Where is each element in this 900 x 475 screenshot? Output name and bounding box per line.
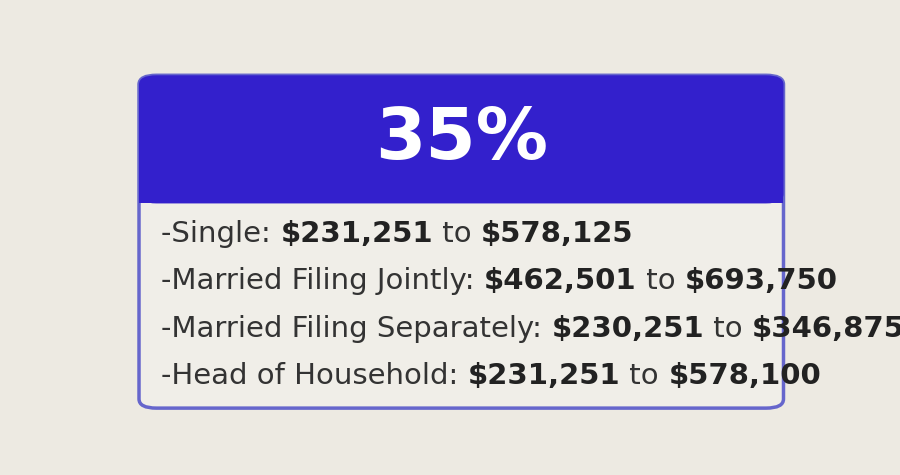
Text: -Single:: -Single: (161, 219, 280, 247)
Text: 35%: 35% (374, 105, 548, 174)
Text: to: to (704, 314, 752, 342)
Bar (139, 165, 784, 203)
FancyBboxPatch shape (139, 76, 784, 408)
Text: $231,251: $231,251 (468, 362, 620, 390)
Text: to: to (620, 362, 669, 390)
Text: $693,750: $693,750 (685, 267, 838, 295)
Text: $578,125: $578,125 (481, 219, 634, 247)
FancyBboxPatch shape (139, 76, 784, 203)
Text: -Married Filing Jointly:: -Married Filing Jointly: (161, 267, 484, 295)
Text: $462,501: $462,501 (484, 267, 636, 295)
Text: $230,251: $230,251 (552, 314, 704, 342)
Text: $231,251: $231,251 (280, 219, 433, 247)
Text: to: to (433, 219, 481, 247)
Text: $578,100: $578,100 (669, 362, 821, 390)
Text: -Head of Household:: -Head of Household: (161, 362, 468, 390)
Text: $346,875: $346,875 (752, 314, 900, 342)
Text: to: to (636, 267, 685, 295)
Text: -Married Filing Separately:: -Married Filing Separately: (161, 314, 552, 342)
